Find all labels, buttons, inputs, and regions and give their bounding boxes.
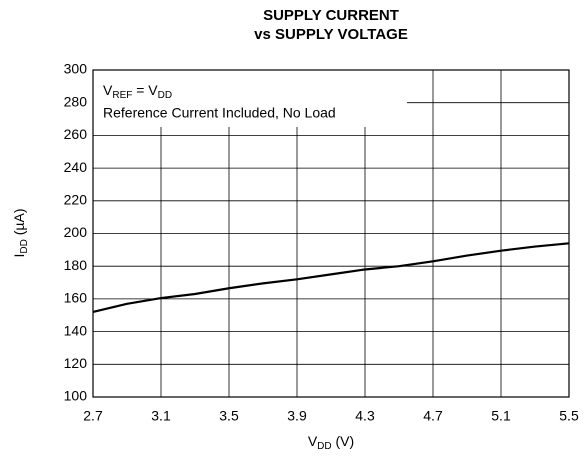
annotation-part: REF (112, 90, 132, 101)
annotation-part: = V (132, 82, 158, 98)
annotation: Reference Current Included, No Load (103, 105, 336, 121)
x-tick-label: 5.5 (559, 408, 579, 424)
x-tick-label: 3.9 (287, 408, 307, 424)
x-tick-label: 3.1 (151, 408, 171, 424)
x-axis-label: VDD (V) (308, 433, 354, 452)
x-tick-label: 4.3 (355, 408, 375, 424)
y-tick-label: 120 (64, 355, 88, 371)
x-tick-label: 4.7 (423, 408, 443, 424)
chart-title: vs SUPPLY VOLTAGE (254, 26, 408, 43)
y-tick-label: 100 (64, 388, 88, 404)
y-tick-label: 300 (64, 61, 88, 77)
y-tick-label: 240 (64, 159, 88, 175)
y-tick-label: 280 (64, 93, 88, 109)
chart-title: SUPPLY CURRENT (263, 7, 399, 24)
annotation-part: V (103, 82, 113, 98)
y-tick-label: 180 (64, 257, 88, 273)
x-axis-label-part: DD (317, 441, 331, 452)
annotation-part: DD (158, 90, 172, 101)
x-tick-label: 3.5 (219, 408, 239, 424)
plot-frame (92, 69, 570, 398)
y-tick-label: 260 (64, 126, 88, 142)
y-axis-label-part: DD (19, 239, 30, 253)
y-tick-label: 160 (64, 290, 88, 306)
annotation: VREF = VDD (103, 82, 172, 101)
y-tick-label: 140 (64, 322, 88, 338)
data-line (92, 242, 570, 314)
y-tick-label: 220 (64, 192, 88, 208)
y-tick-label: 200 (64, 224, 88, 240)
y-axis-label-part: (µA) (11, 209, 27, 240)
x-axis-label-part: V (308, 433, 318, 449)
x-axis-label-part: (V) (332, 433, 355, 449)
y-axis-label-part: I (11, 254, 27, 258)
x-tick-label: 5.1 (491, 408, 511, 424)
y-axis-label: IDD (µA) (11, 209, 30, 258)
annotation-box (93, 70, 407, 127)
x-tick-label: 2.7 (83, 408, 103, 424)
